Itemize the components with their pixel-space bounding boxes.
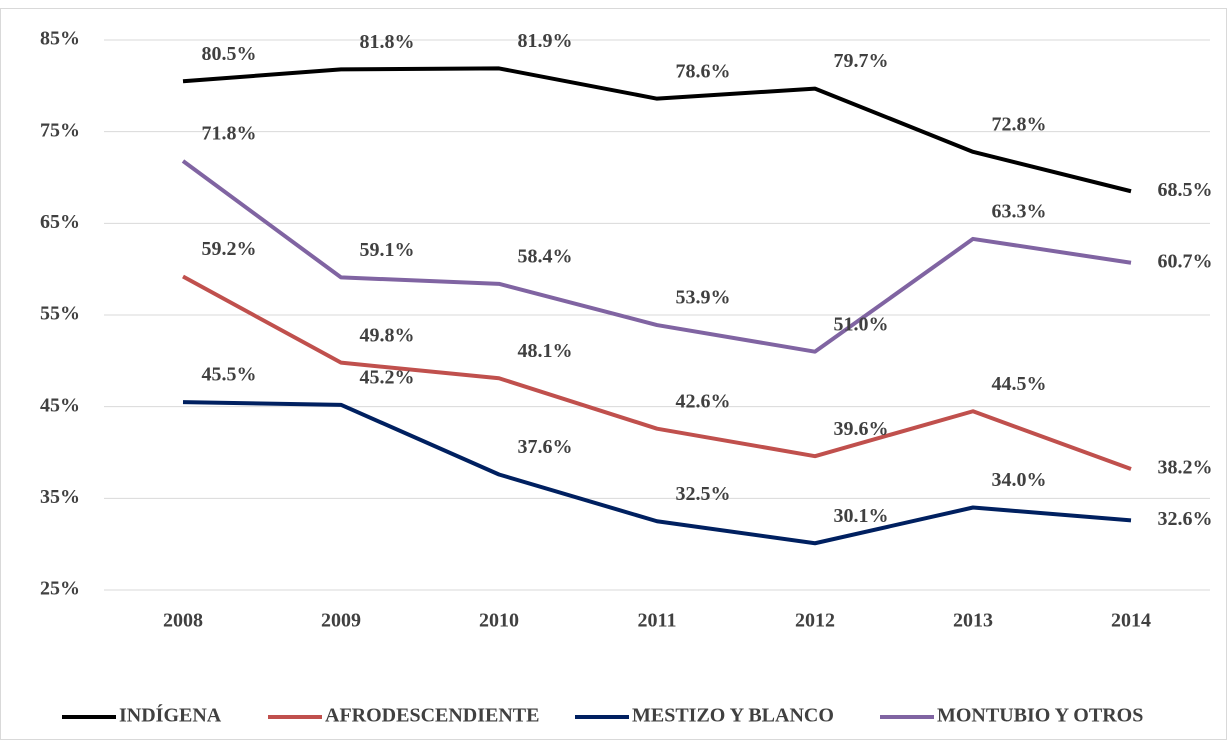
series-line: [182, 274, 1132, 471]
series-line: [182, 400, 1132, 546]
data-label: 63.3%: [992, 201, 1047, 223]
legend-label: MONTUBIO Y OTROS: [937, 705, 1143, 727]
data-label: 48.1%: [518, 340, 573, 362]
data-label: 59.1%: [360, 239, 415, 261]
data-label: 30.1%: [834, 505, 889, 527]
legend-label: MESTIZO Y BLANCO: [632, 705, 834, 727]
data-label: 78.6%: [676, 60, 731, 82]
data-label: 60.7%: [1158, 250, 1213, 272]
series-line: [182, 66, 1132, 194]
data-label: 80.5%: [202, 43, 257, 65]
y-tick-label: 25%: [40, 578, 80, 600]
x-tick-label: 2008: [163, 610, 203, 632]
x-tick-label: 2013: [953, 610, 993, 632]
y-tick-label: 75%: [40, 119, 80, 141]
x-tick-label: 2012: [795, 610, 835, 632]
y-tick-label: 65%: [40, 211, 80, 233]
data-label: 51.0%: [834, 313, 889, 335]
data-label: 45.5%: [202, 364, 257, 386]
legend-label: INDÍGENA: [119, 704, 222, 727]
legend-label: AFRODESCENDIENTE: [325, 705, 539, 727]
data-label: 79.7%: [834, 50, 889, 72]
y-tick-label: 45%: [40, 394, 80, 416]
y-tick-label: 55%: [40, 303, 80, 325]
x-tick-label: 2014: [1111, 610, 1151, 632]
x-tick-label: 2010: [479, 610, 519, 632]
data-label: 49.8%: [360, 324, 415, 346]
series-line: [181, 159, 1132, 354]
data-label: 72.8%: [992, 113, 1047, 135]
data-label: 81.9%: [518, 30, 573, 52]
data-label: 42.6%: [676, 390, 731, 412]
data-label: 45.2%: [360, 366, 415, 388]
data-label: 39.6%: [834, 418, 889, 440]
data-label: 81.8%: [360, 31, 415, 53]
y-tick-label: 85%: [40, 28, 80, 50]
y-tick-label: 35%: [40, 486, 80, 508]
data-label: 59.2%: [202, 238, 257, 260]
data-label: 37.6%: [518, 436, 573, 458]
x-tick-label: 2009: [321, 610, 361, 632]
x-tick-label: 2011: [638, 610, 677, 632]
data-label: 53.9%: [676, 287, 731, 309]
data-label: 34.0%: [992, 469, 1047, 491]
data-label: 71.8%: [202, 123, 257, 145]
data-label: 32.5%: [676, 483, 731, 505]
data-label: 32.6%: [1158, 508, 1213, 530]
data-label: 38.2%: [1158, 457, 1213, 479]
data-label: 44.5%: [992, 373, 1047, 395]
data-label: 68.5%: [1158, 179, 1213, 201]
data-label: 58.4%: [518, 245, 573, 267]
